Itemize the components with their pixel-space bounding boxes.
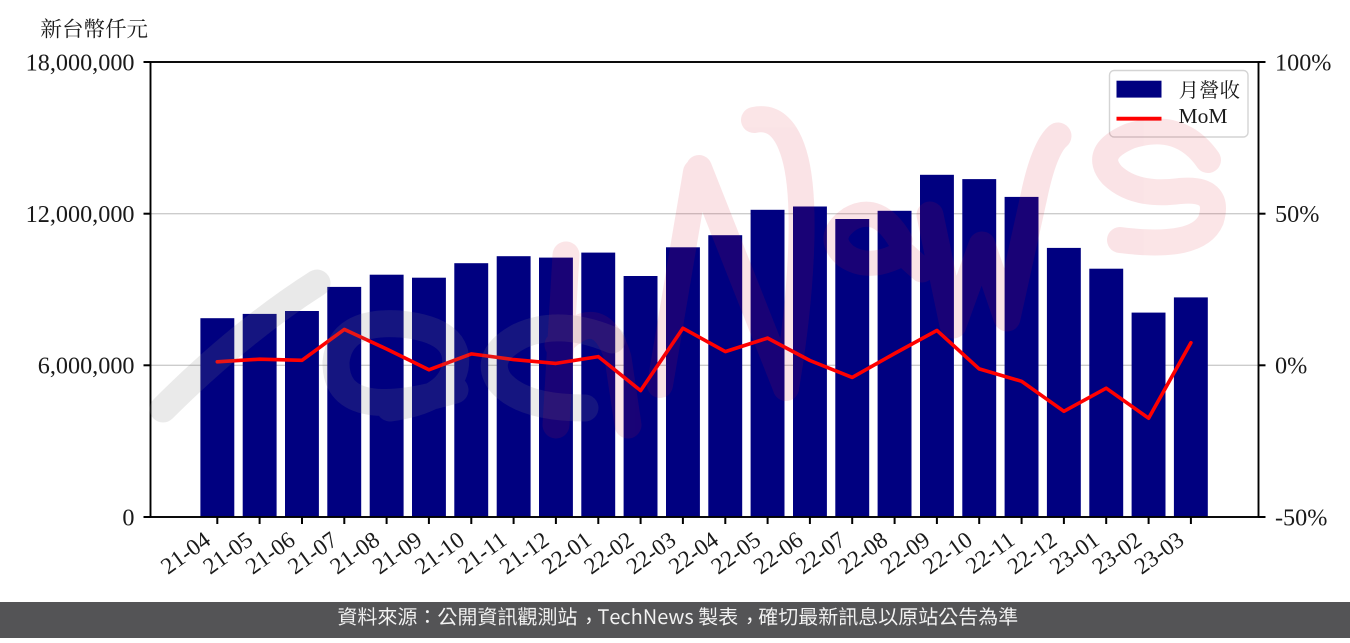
svg-text:50%: 50%: [1275, 201, 1319, 228]
svg-text:MoM: MoM: [1179, 104, 1228, 128]
svg-text:-50%: -50%: [1275, 504, 1327, 531]
svg-text:100%: 100%: [1275, 49, 1331, 76]
svg-text:12,000,000: 12,000,000: [26, 201, 135, 228]
svg-text:0%: 0%: [1275, 353, 1307, 380]
svg-text:18,000,000: 18,000,000: [26, 49, 135, 76]
svg-text:0: 0: [122, 504, 134, 531]
svg-text:6,000,000: 6,000,000: [38, 353, 135, 380]
